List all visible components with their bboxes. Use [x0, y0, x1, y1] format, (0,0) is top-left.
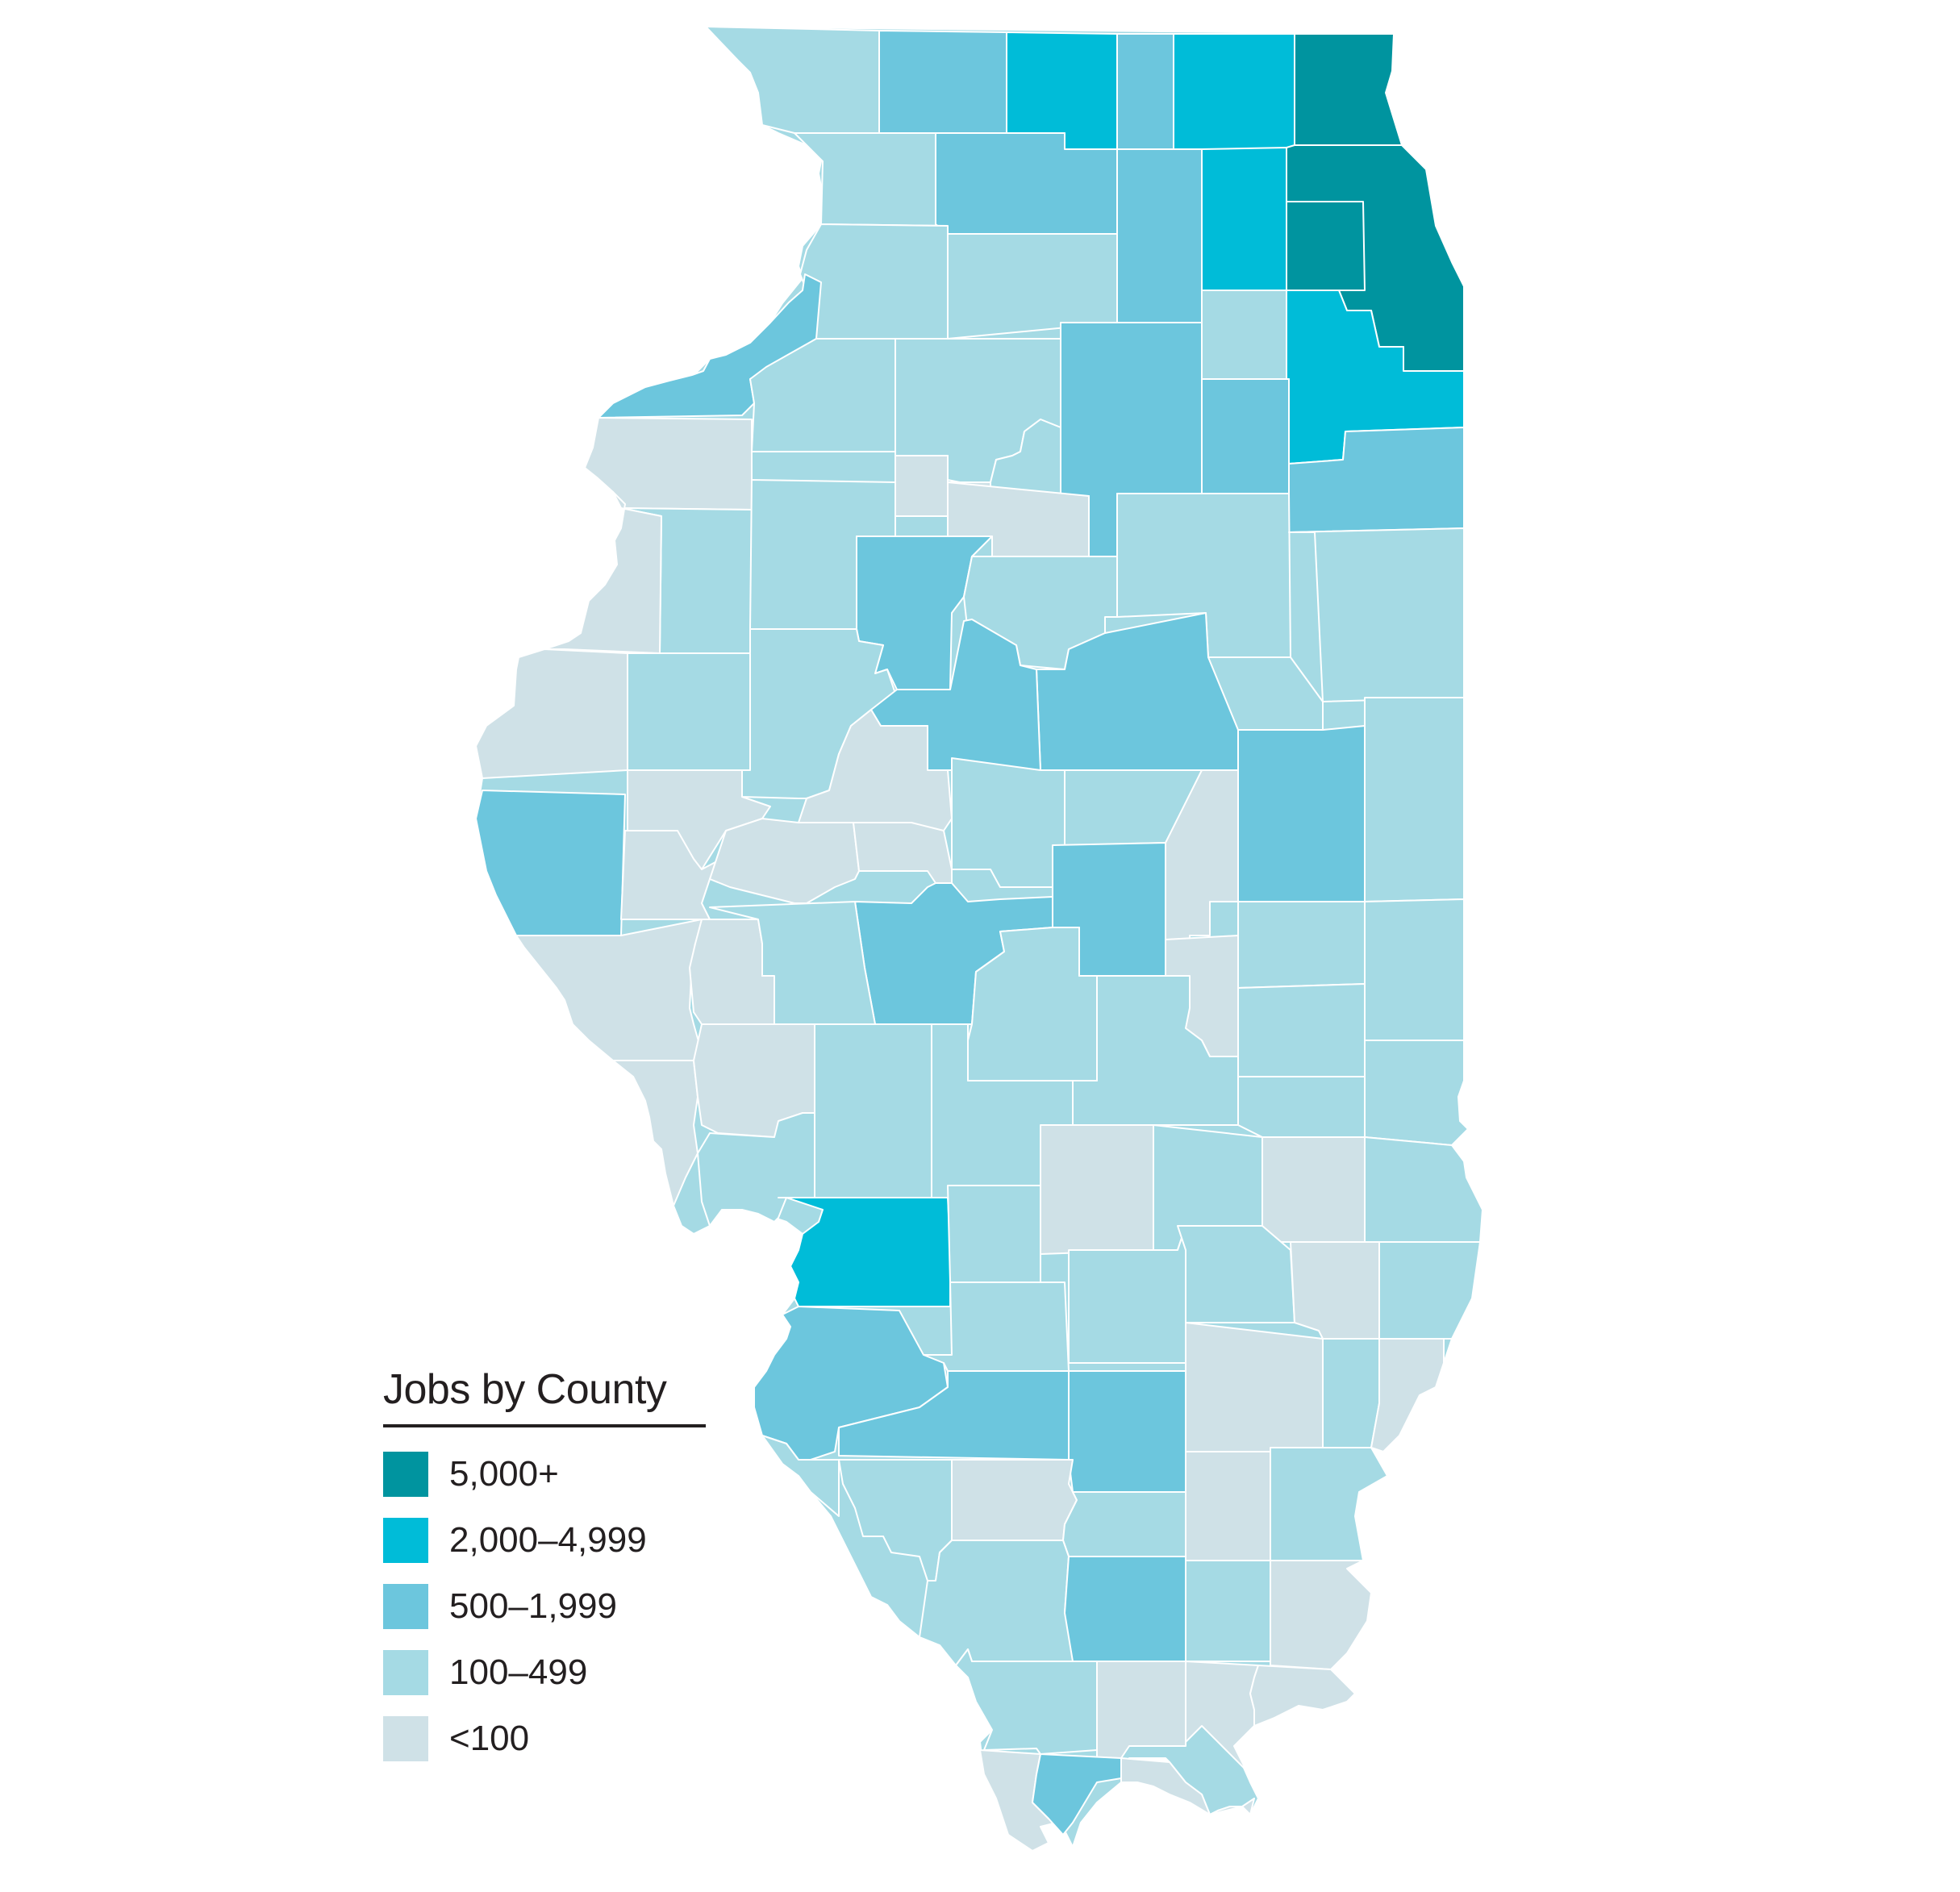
county-lake [1294, 33, 1403, 146]
county-fayette [1040, 1124, 1154, 1255]
legend-item-100-499: 100–499 [383, 1650, 722, 1695]
county-whiteside [799, 223, 949, 340]
county-kane [1201, 147, 1287, 291]
county-jo-daviess [705, 26, 880, 134]
legend-list: 5,000+ 2,000–4,999 500–1,999 100–499 <10… [383, 1452, 722, 1761]
county-dupage [1286, 201, 1366, 291]
county-jackson [919, 1540, 1082, 1666]
county-bond [947, 1185, 1041, 1283]
county-franklin [1062, 1491, 1186, 1557]
legend-swatch [383, 1584, 428, 1629]
county-henry [749, 338, 896, 452]
legend-item-2000-4999: 2,000–4,999 [383, 1518, 722, 1563]
legend-item-under-100: <100 [383, 1716, 722, 1761]
county-johnson [1096, 1661, 1186, 1759]
county-union [955, 1648, 1098, 1755]
county-clark [1364, 898, 1465, 1041]
county-lawrence [1364, 1136, 1483, 1243]
county-mchenry [1173, 33, 1295, 150]
county-morgan [709, 901, 876, 1025]
county-edwards [1322, 1338, 1380, 1452]
county-rock-island [598, 273, 822, 419]
county-dekalb [1116, 148, 1203, 323]
county-hardin [1249, 1665, 1356, 1727]
county-henderson [544, 491, 662, 654]
legend-item-5000-plus: 5,000+ [383, 1452, 722, 1497]
county-edgar [1237, 901, 1366, 989]
county-richland [1290, 1241, 1380, 1340]
county-stephenson [878, 30, 1007, 134]
county-mercer [584, 417, 753, 511]
legend-label: 100–499 [449, 1652, 588, 1692]
county-jefferson [1068, 1370, 1186, 1493]
map-legend: Jobs by County 5,000+ 2,000–4,999 500–1,… [383, 1363, 722, 1782]
county-massac [1120, 1757, 1255, 1815]
county-vermilion [1364, 697, 1465, 902]
county-williamson [1064, 1556, 1186, 1662]
county-cass [709, 818, 860, 904]
county-gallatin-north [1270, 1447, 1388, 1561]
legend-label: 5,000+ [449, 1454, 559, 1494]
county-kendall [1201, 290, 1287, 380]
legend-swatch [383, 1716, 428, 1761]
county-grundy [1201, 378, 1290, 494]
legend-label: 500–1,999 [449, 1586, 617, 1626]
county-logan [951, 757, 1065, 888]
county-jasper [1261, 1136, 1366, 1243]
county-boone [1116, 33, 1174, 150]
county-hamilton [1185, 1451, 1271, 1561]
legend-title: Jobs by County [383, 1363, 706, 1427]
county-wabash [1378, 1241, 1481, 1340]
county-coles [1237, 983, 1366, 1077]
county-calhoun [612, 1060, 699, 1206]
county-wayne [1185, 1322, 1324, 1452]
county-crawford [1364, 1040, 1469, 1146]
county-adams [475, 790, 626, 936]
county-mcdonough [627, 652, 751, 771]
legend-swatch [383, 1518, 428, 1563]
county-ford [1207, 656, 1324, 731]
legend-label: <100 [449, 1719, 530, 1758]
county-winnebago [1006, 31, 1118, 150]
legend-label: 2,000–4,999 [449, 1520, 647, 1560]
county-edgar-south [1237, 1076, 1366, 1138]
county-carroll [794, 132, 949, 227]
county-gallatin [1270, 1560, 1372, 1670]
county-saline [1185, 1560, 1271, 1662]
county-pike [515, 919, 709, 1061]
county-macoupin [814, 1023, 932, 1198]
legend-swatch [383, 1452, 428, 1497]
county-clay [1177, 1225, 1295, 1323]
county-hancock [475, 648, 628, 779]
county-perry [951, 1459, 1078, 1541]
legend-item-500-1999: 500–1,999 [383, 1584, 722, 1629]
legend-swatch [383, 1650, 428, 1695]
county-white [1370, 1338, 1445, 1452]
county-champaign [1237, 725, 1366, 902]
county-monroe [761, 1435, 840, 1517]
